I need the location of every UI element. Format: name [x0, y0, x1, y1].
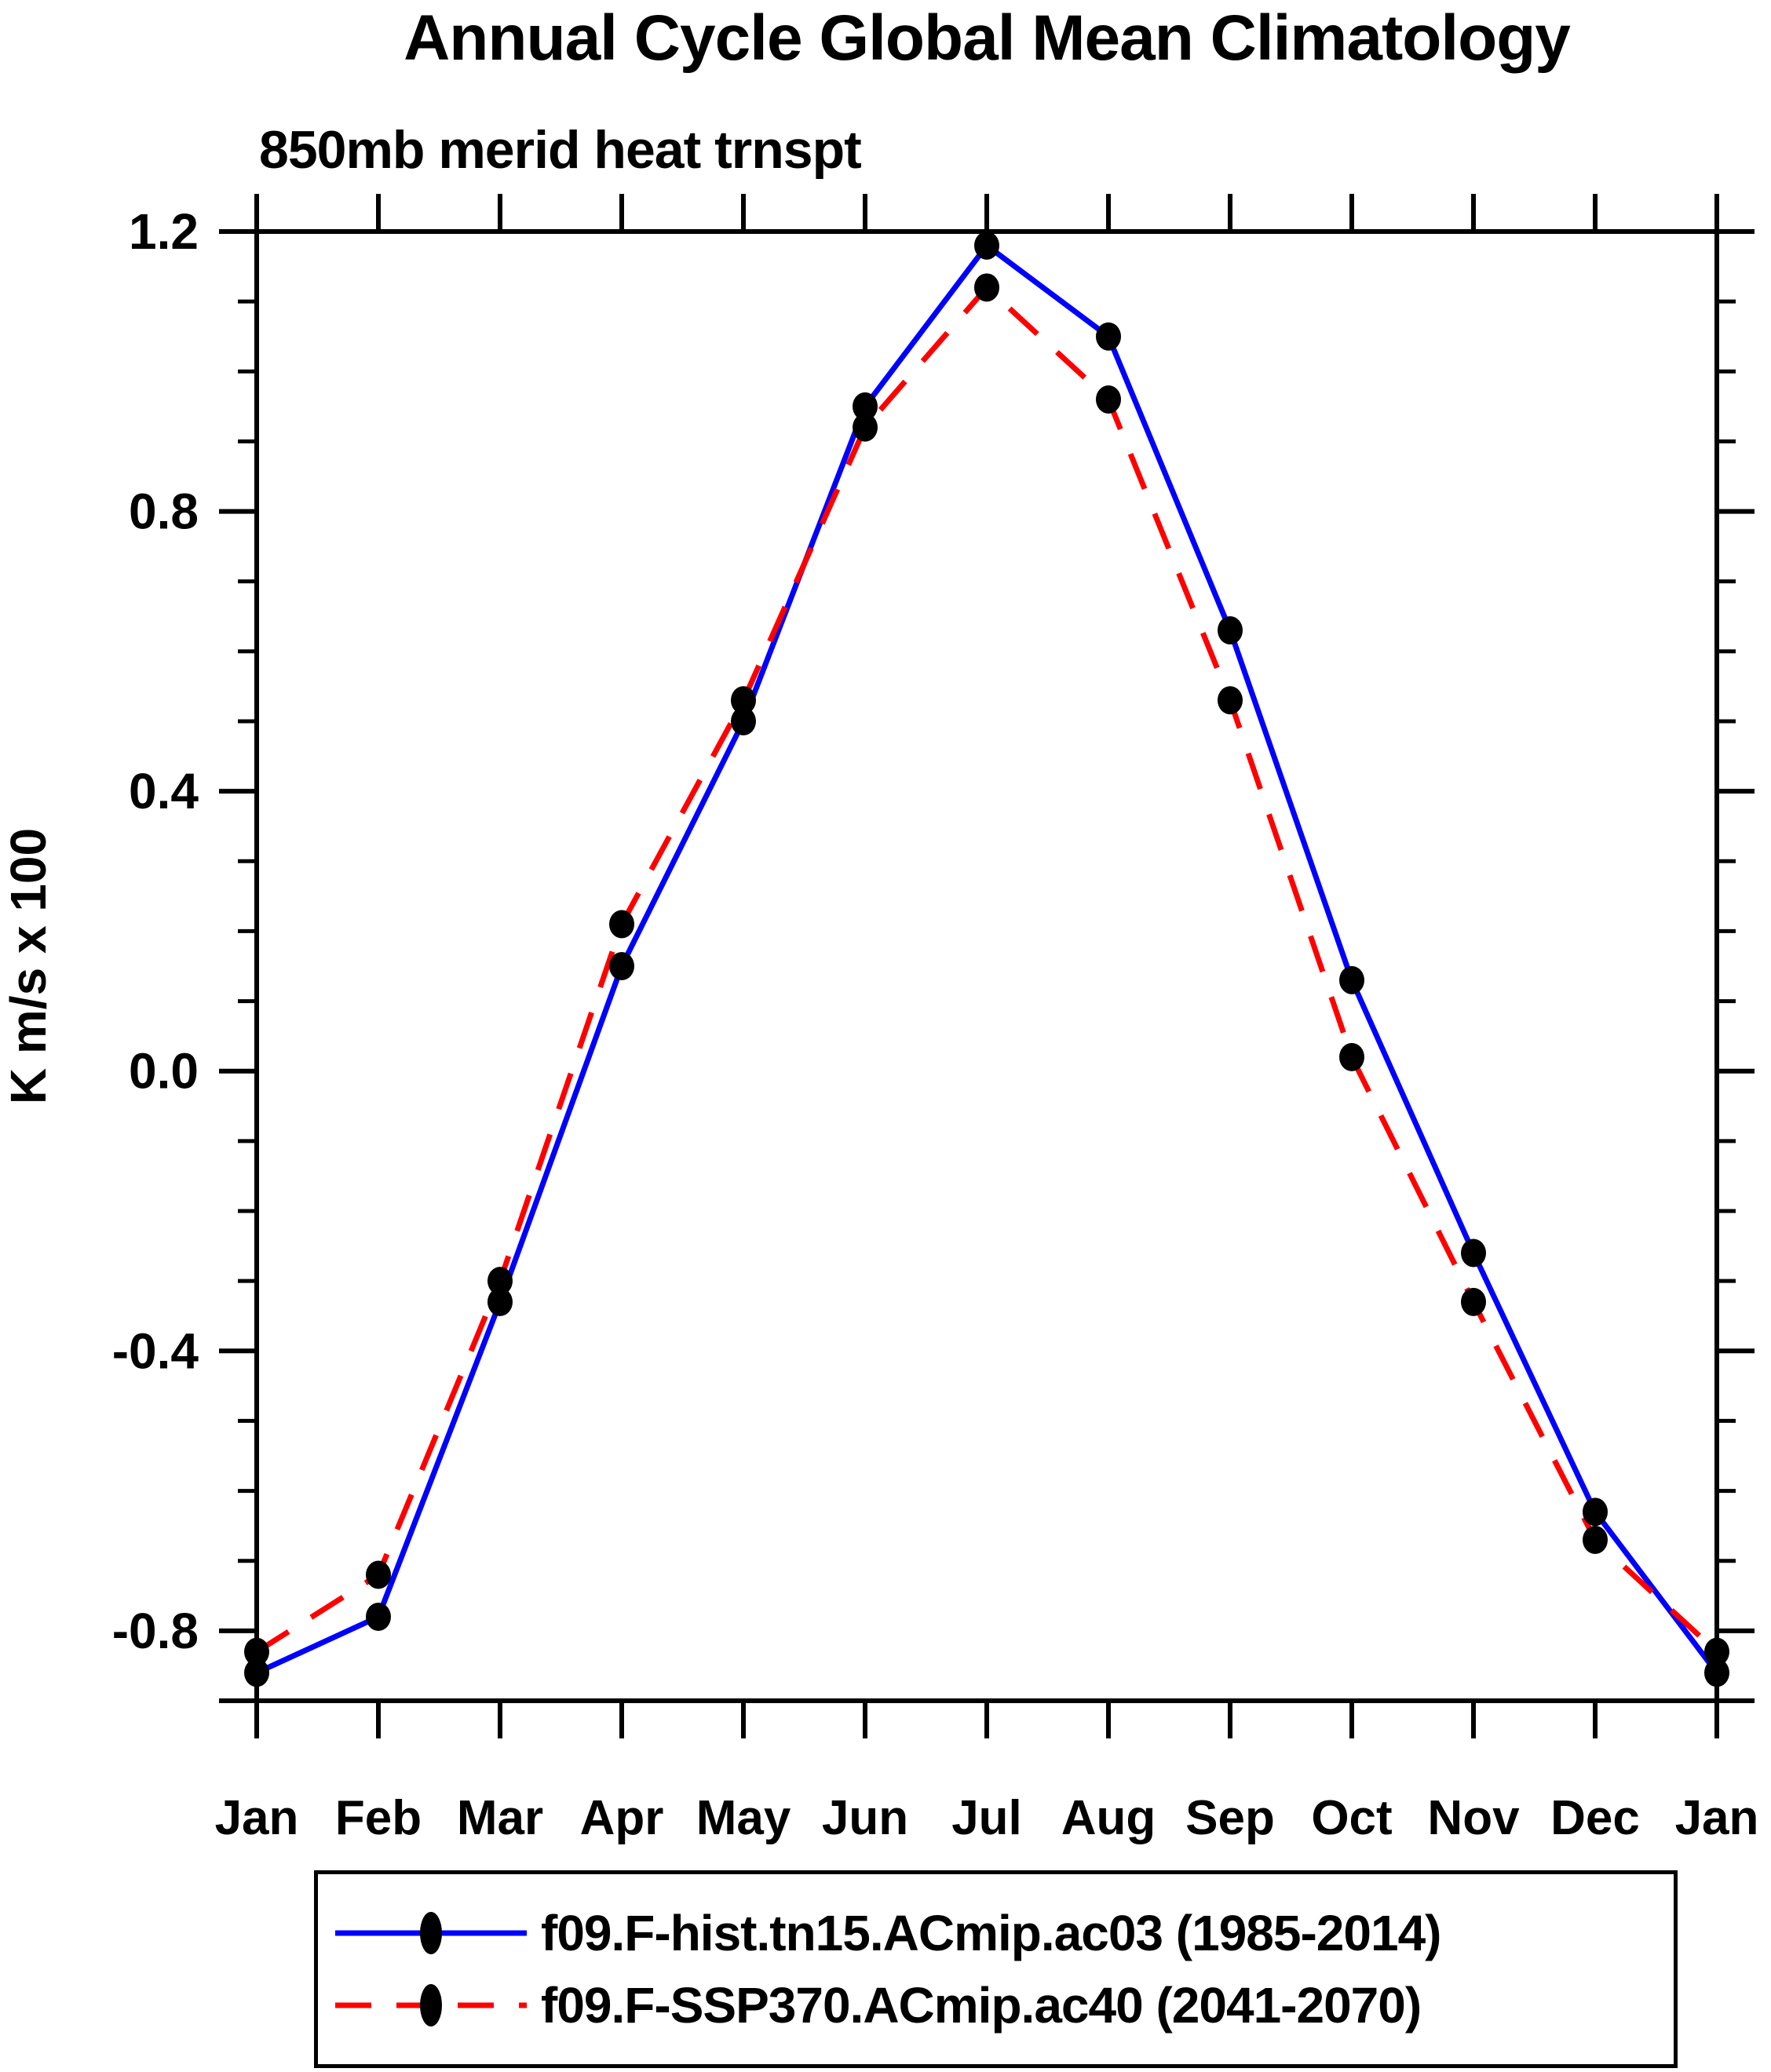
data-point-marker [1583, 1497, 1608, 1527]
data-point-marker [1704, 1637, 1729, 1666]
data-point-marker [974, 231, 999, 260]
y-tick-label: 1.2 [129, 203, 199, 260]
data-point-marker [1096, 322, 1121, 351]
x-tick-label: Sep [1185, 1791, 1275, 1845]
data-point-marker [366, 1603, 391, 1632]
legend-label-ssp370: f09.F-SSP370.ACmip.ac40 (2041-2070) [541, 1977, 1422, 2034]
data-point-marker [1704, 1658, 1729, 1687]
data-point-marker [1218, 616, 1243, 645]
data-point-marker [609, 910, 634, 939]
data-point-marker [853, 392, 878, 421]
legend-label-hist: f09.F-hist.tn15.ACmip.ac03 (1985-2014) [541, 1905, 1441, 1961]
data-point-marker [244, 1637, 269, 1666]
data-point-marker [1583, 1525, 1608, 1554]
x-tick-label: Apr [580, 1791, 664, 1845]
data-point-marker [1096, 385, 1121, 414]
x-tick-label: Dec [1550, 1791, 1640, 1845]
x-tick-label: Jun [822, 1791, 908, 1845]
chart-title: Annual Cycle Global Mean Climatology [403, 2, 1571, 74]
data-point-marker [853, 413, 878, 442]
legend: f09.F-hist.tn15.ACmip.ac03 (1985-2014) f… [314, 1870, 1678, 2068]
x-tick-label: Aug [1061, 1791, 1156, 1845]
data-point-marker [1461, 1287, 1486, 1316]
series-line-ssp370 [255, 283, 1719, 1654]
y-tick-label: -0.4 [112, 1322, 199, 1379]
data-point-marker [1218, 686, 1243, 715]
x-tick-label: Oct [1311, 1791, 1392, 1845]
data-point-marker [731, 707, 756, 735]
x-tick-label: Feb [335, 1791, 422, 1845]
chart-subtitle: 850mb merid heat trnspt [259, 120, 862, 180]
data-point-marker [1339, 965, 1364, 994]
legend-item-hist: f09.F-hist.tn15.ACmip.ac03 (1985-2014) [329, 1908, 1674, 1958]
legend-marker-sample-hist [420, 1912, 442, 1954]
x-tick-label: Jan [215, 1791, 299, 1845]
y-tick-label: 0.0 [129, 1043, 199, 1100]
legend-item-ssp370: f09.F-SSP370.ACmip.ac40 (2041-2070) [329, 1980, 1674, 2030]
x-tick-label: Nov [1427, 1791, 1520, 1845]
legend-marker-sample-ssp370 [420, 1984, 442, 2026]
x-tick-label: Jan [1675, 1791, 1759, 1845]
y-tick-label: 0.8 [129, 483, 199, 540]
series-line-hist [255, 241, 1719, 1676]
plot-frame [254, 229, 1719, 1703]
data-point-marker [974, 273, 999, 302]
data-point-marker [609, 952, 634, 980]
data-point-marker [366, 1560, 391, 1589]
x-tick-label: Mar [457, 1791, 543, 1845]
y-tick-label: -0.8 [112, 1603, 199, 1659]
data-point-marker [1339, 1042, 1364, 1071]
data-point-marker [731, 686, 756, 715]
red-dashed-line-marker-icon [335, 1984, 527, 2026]
data-point-marker [487, 1287, 513, 1316]
x-tick-label: May [696, 1791, 791, 1845]
data-point-marker [487, 1267, 513, 1296]
blue-solid-line-marker-icon [335, 1912, 527, 1954]
x-tick-label: Jul [951, 1791, 1022, 1845]
data-point-marker [1461, 1238, 1486, 1268]
y-tick-label: 0.4 [129, 763, 199, 819]
data-point-marker [244, 1658, 269, 1687]
